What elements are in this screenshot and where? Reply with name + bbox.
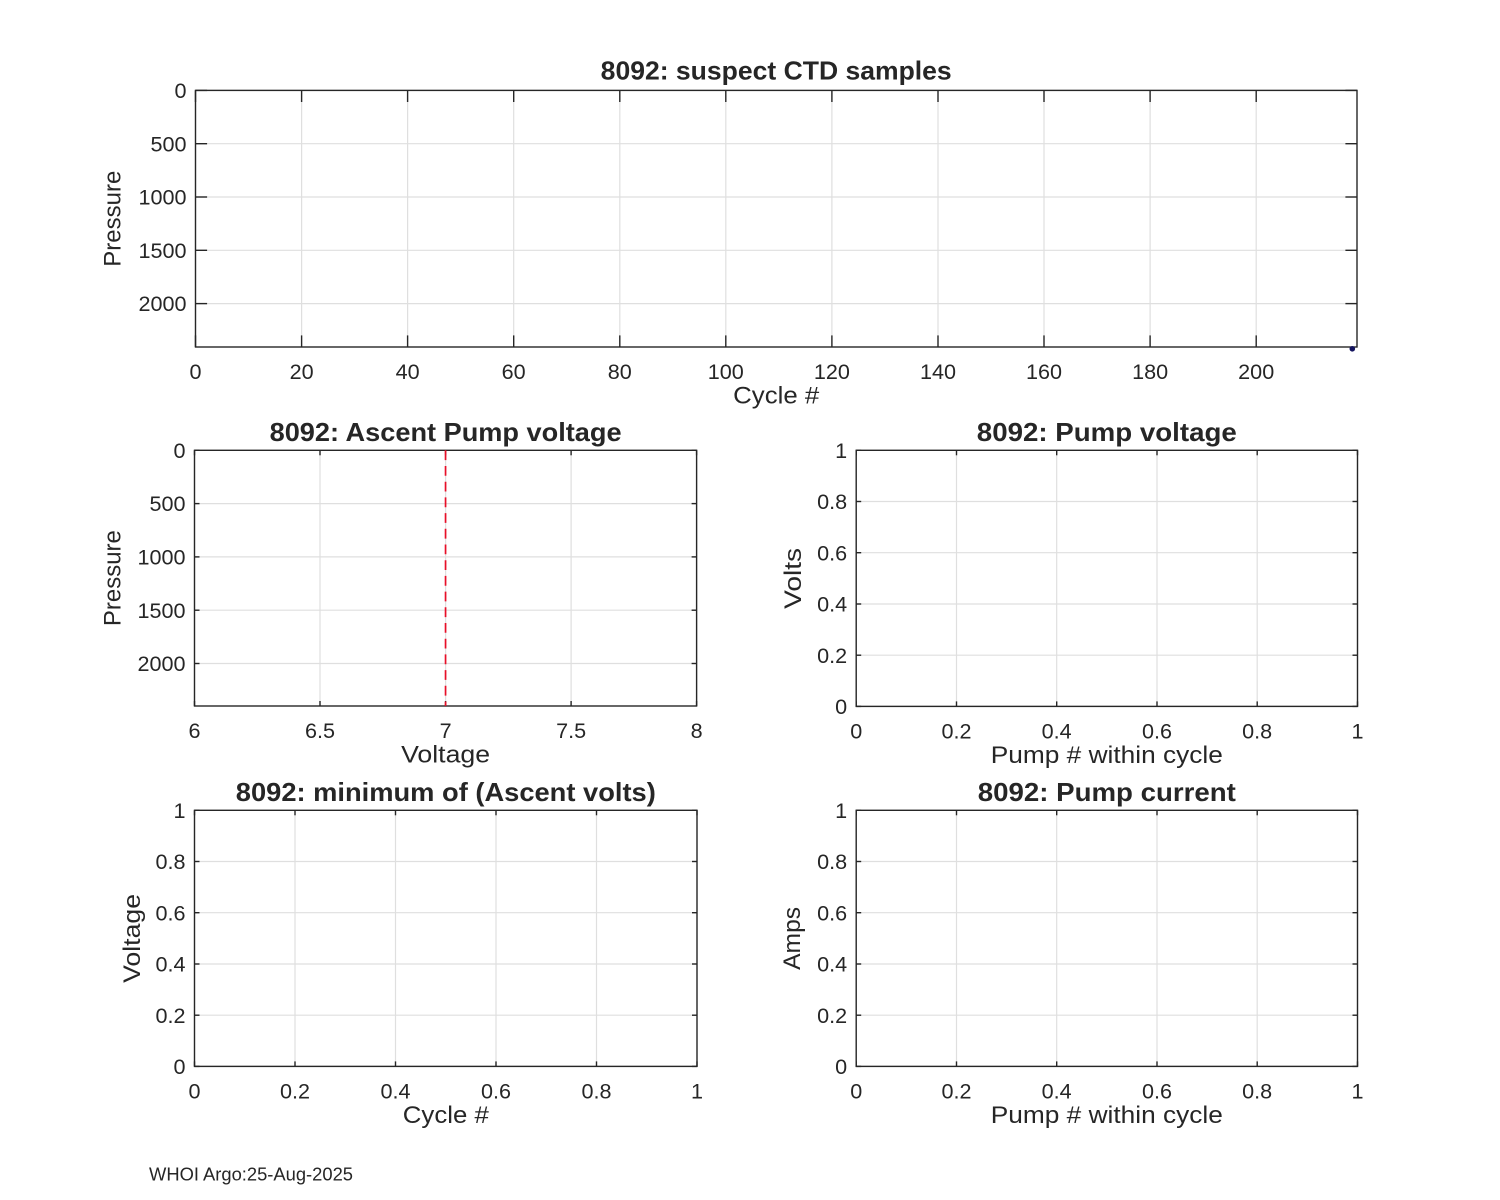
svg-text:0: 0 — [835, 694, 847, 719]
svg-text:2000: 2000 — [137, 651, 185, 676]
svg-text:140: 140 — [920, 359, 956, 384]
svg-text:60: 60 — [502, 359, 526, 384]
svg-text:20: 20 — [290, 359, 314, 384]
svg-text:8092: Ascent Pump voltage: 8092: Ascent Pump voltage — [270, 417, 622, 447]
svg-text:80: 80 — [608, 359, 632, 384]
svg-text:1: 1 — [691, 1078, 703, 1103]
svg-text:0: 0 — [174, 78, 186, 103]
svg-text:0.6: 0.6 — [481, 1078, 511, 1103]
svg-text:WHOI Argo:25-Aug-2025: WHOI Argo:25-Aug-2025 — [149, 1163, 353, 1184]
svg-text:Pump # within cycle: Pump # within cycle — [991, 1102, 1223, 1129]
svg-text:Volts: Volts — [780, 548, 807, 609]
svg-text:0.8: 0.8 — [817, 849, 847, 874]
svg-text:1: 1 — [1351, 1078, 1363, 1103]
svg-text:0: 0 — [850, 1078, 862, 1103]
svg-text:7.5: 7.5 — [556, 718, 586, 743]
svg-text:500: 500 — [150, 131, 186, 156]
svg-text:8092: minimum of (Ascent volts: 8092: minimum of (Ascent volts) — [236, 777, 656, 807]
svg-text:0: 0 — [173, 1054, 185, 1079]
svg-text:0.6: 0.6 — [817, 900, 847, 925]
svg-text:1500: 1500 — [138, 238, 186, 263]
svg-text:8: 8 — [691, 718, 703, 743]
svg-text:0.6: 0.6 — [155, 900, 185, 925]
svg-text:160: 160 — [1026, 359, 1062, 384]
svg-text:8092: Pump voltage: 8092: Pump voltage — [977, 417, 1237, 447]
svg-text:0.4: 0.4 — [380, 1078, 410, 1103]
svg-text:120: 120 — [814, 359, 850, 384]
svg-text:6.5: 6.5 — [305, 718, 335, 743]
svg-text:0.2: 0.2 — [817, 643, 847, 668]
svg-text:6: 6 — [188, 718, 200, 743]
svg-text:0.2: 0.2 — [280, 1078, 310, 1103]
svg-text:40: 40 — [396, 359, 420, 384]
svg-text:1: 1 — [1351, 718, 1363, 743]
svg-text:0.2: 0.2 — [155, 1003, 185, 1028]
svg-text:0.2: 0.2 — [941, 1078, 971, 1103]
svg-text:1: 1 — [835, 798, 847, 823]
svg-text:0: 0 — [173, 438, 185, 463]
svg-text:0: 0 — [835, 1054, 847, 1079]
svg-text:0.4: 0.4 — [1042, 1078, 1072, 1103]
svg-text:Pressure: Pressure — [100, 171, 127, 267]
svg-text:0: 0 — [188, 1078, 200, 1103]
svg-text:0.4: 0.4 — [817, 952, 847, 977]
svg-text:200: 200 — [1238, 359, 1274, 384]
svg-text:1500: 1500 — [137, 598, 185, 623]
svg-text:Pump # within cycle: Pump # within cycle — [991, 742, 1223, 769]
svg-text:0.6: 0.6 — [1142, 1078, 1172, 1103]
svg-text:0.4: 0.4 — [1042, 718, 1072, 743]
svg-text:0.8: 0.8 — [817, 489, 847, 514]
svg-text:Cycle #: Cycle # — [733, 383, 820, 410]
svg-text:0.6: 0.6 — [1142, 718, 1172, 743]
svg-text:0.4: 0.4 — [817, 592, 847, 617]
svg-text:1000: 1000 — [137, 545, 185, 570]
svg-text:7: 7 — [440, 718, 452, 743]
svg-text:Amps: Amps — [779, 907, 806, 970]
svg-text:500: 500 — [149, 491, 185, 516]
svg-text:0: 0 — [189, 359, 201, 384]
svg-text:1: 1 — [835, 438, 847, 463]
svg-text:1: 1 — [173, 798, 185, 823]
svg-text:0.8: 0.8 — [1242, 1078, 1272, 1103]
svg-text:Cycle #: Cycle # — [403, 1102, 490, 1129]
svg-text:0.8: 0.8 — [1242, 718, 1272, 743]
svg-text:Pressure: Pressure — [100, 530, 127, 626]
svg-text:0.2: 0.2 — [941, 718, 971, 743]
svg-text:100: 100 — [708, 359, 744, 384]
svg-text:Voltage: Voltage — [401, 742, 490, 769]
svg-text:0.8: 0.8 — [155, 849, 185, 874]
svg-text:1000: 1000 — [138, 185, 186, 210]
svg-text:0.6: 0.6 — [817, 540, 847, 565]
svg-text:Voltage: Voltage — [119, 894, 146, 983]
svg-text:0: 0 — [850, 718, 862, 743]
svg-text:8092: suspect CTD samples: 8092: suspect CTD samples — [601, 56, 952, 86]
svg-text:2000: 2000 — [138, 291, 186, 316]
svg-text:0.2: 0.2 — [817, 1003, 847, 1028]
svg-text:0.8: 0.8 — [581, 1078, 611, 1103]
svg-text:180: 180 — [1132, 359, 1168, 384]
svg-text:0.4: 0.4 — [155, 952, 185, 977]
svg-text:8092: Pump current: 8092: Pump current — [978, 777, 1236, 807]
